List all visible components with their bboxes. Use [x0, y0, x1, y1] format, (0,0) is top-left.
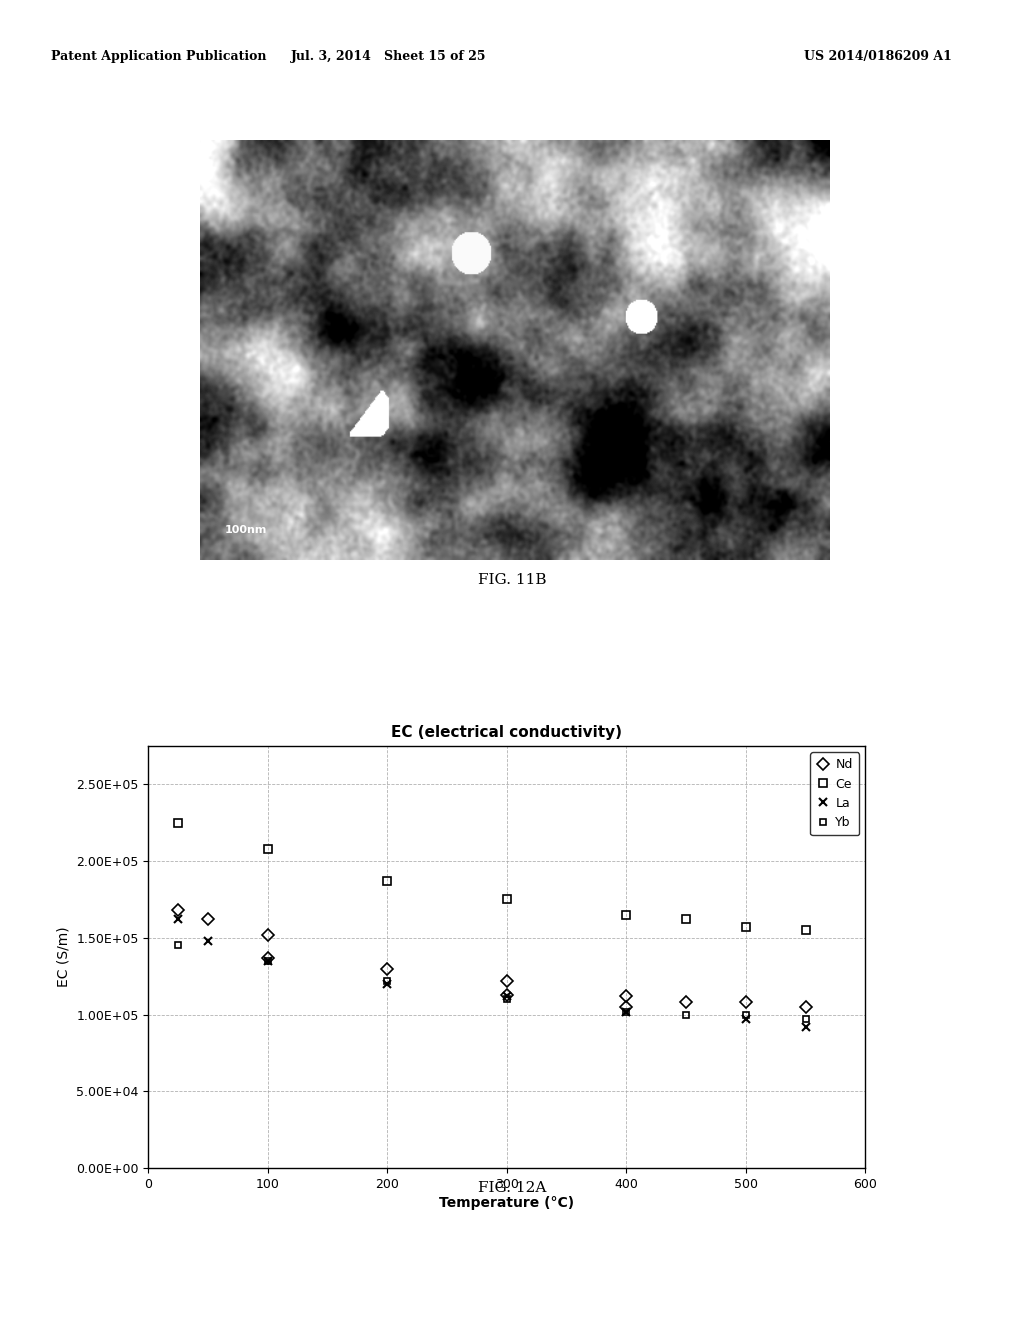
Text: Jul. 3, 2014   Sheet 15 of 25: Jul. 3, 2014 Sheet 15 of 25: [292, 50, 486, 63]
Text: US 2014/0186209 A1: US 2014/0186209 A1: [805, 50, 952, 63]
Y-axis label: EC (S/m): EC (S/m): [56, 927, 71, 987]
Text: Patent Application Publication: Patent Application Publication: [51, 50, 266, 63]
Text: FIG. 11B: FIG. 11B: [478, 573, 546, 587]
Text: FIG. 12A: FIG. 12A: [478, 1181, 546, 1196]
Legend: Nd, Ce, La, Yb: Nd, Ce, La, Yb: [810, 752, 859, 836]
Title: EC (electrical conductivity): EC (electrical conductivity): [391, 726, 623, 741]
Text: 100nm: 100nm: [225, 525, 267, 536]
X-axis label: Temperature (°C): Temperature (°C): [439, 1196, 574, 1210]
